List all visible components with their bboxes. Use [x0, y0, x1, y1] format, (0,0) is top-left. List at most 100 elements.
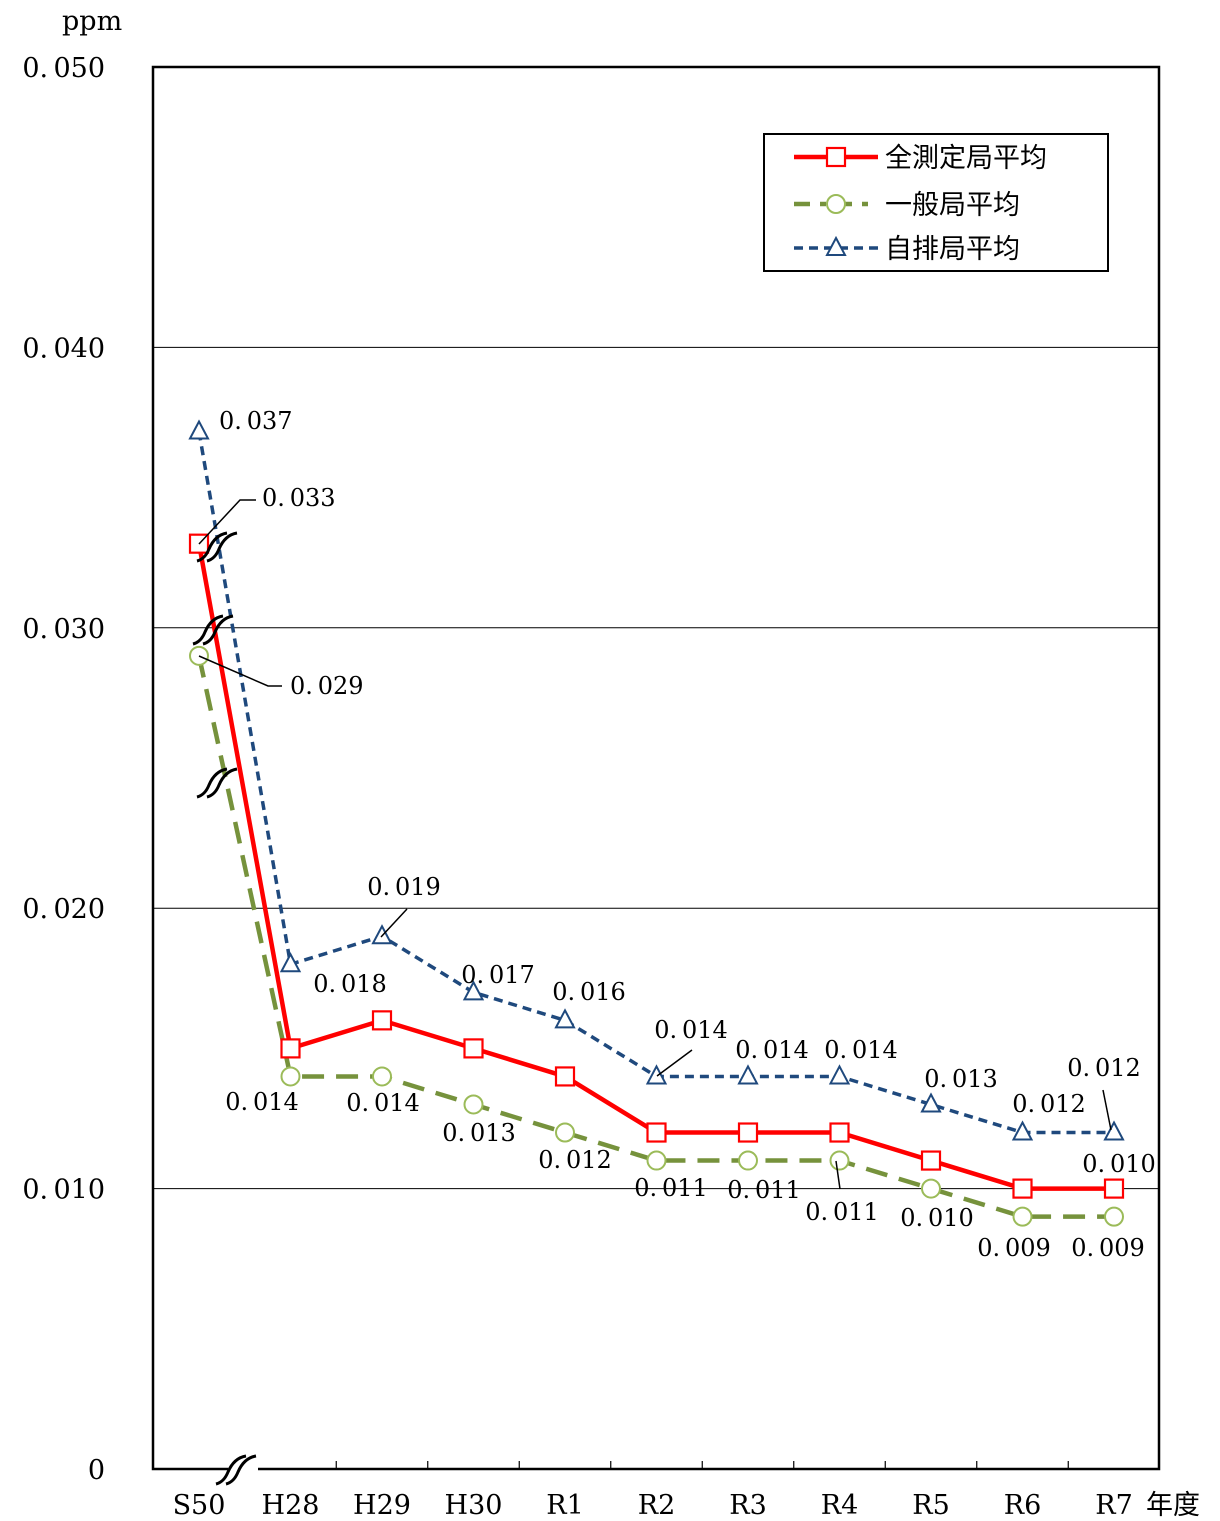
data-point: [188, 419, 210, 440]
data-point: [920, 1150, 942, 1171]
series-line: [196, 655, 1114, 1219]
data-label: 0. 017: [461, 961, 535, 989]
data-point: [737, 1122, 759, 1143]
data-label: 0. 012: [1067, 1054, 1141, 1082]
label-leader-line: [835, 1160, 841, 1190]
x-tick-label: R6: [1004, 1490, 1042, 1521]
data-point: [189, 645, 209, 666]
data-point: [372, 1066, 392, 1087]
x-axis-ticks: S50 H28 H29 H30 R1 R2 R3 R4 R5 R6 R7: [173, 1461, 1133, 1521]
data-point: [1103, 1178, 1125, 1199]
data-point: [737, 1064, 759, 1085]
y-tick-label: 0. 030: [22, 614, 105, 645]
data-point: [646, 1150, 667, 1171]
x-tick-label: R7: [1095, 1490, 1133, 1521]
data-point: [829, 1150, 850, 1171]
legend-marker: [825, 235, 847, 256]
data-label: 0. 009: [1071, 1234, 1145, 1262]
data-label: 0. 012: [538, 1146, 612, 1174]
data-label: 0. 010: [900, 1204, 974, 1232]
data-label: 0. 029: [290, 672, 364, 700]
data-point: [554, 1008, 576, 1029]
data-label: 0. 014: [824, 1036, 898, 1064]
y-tick-label: 0. 040: [22, 333, 105, 364]
y-axis-unit: ppm: [62, 6, 122, 37]
y-tick-label: 0. 020: [22, 894, 105, 925]
label-leader-line: [1102, 1089, 1112, 1131]
x-tick-label: H30: [445, 1490, 503, 1521]
data-label: 0. 014: [654, 1016, 728, 1044]
legend-label: 全測定局平均: [885, 143, 1047, 174]
data-label: 0. 012: [1012, 1090, 1086, 1118]
data-label: 0. 009: [977, 1234, 1051, 1262]
data-label: 0. 014: [225, 1088, 299, 1116]
data-label: 0. 018: [313, 970, 387, 998]
y-tick-label: 0. 050: [22, 53, 105, 84]
data-label: 0. 016: [552, 978, 626, 1006]
data-point: [1012, 1206, 1033, 1227]
x-tick-label: S50: [173, 1490, 226, 1521]
x-tick-label: R4: [821, 1490, 859, 1521]
data-point: [921, 1178, 941, 1199]
data-point: [1011, 1120, 1034, 1141]
data-label: 0. 010: [1082, 1150, 1156, 1178]
data-point: [738, 1150, 758, 1171]
x-tick-label: H29: [353, 1490, 411, 1521]
legend-label: 一般局平均: [885, 190, 1020, 221]
label-leader-line: [656, 1049, 693, 1077]
data-point: [828, 1064, 851, 1085]
data-point: [371, 1010, 393, 1031]
data-point: [463, 1038, 484, 1059]
data-label: 0. 011: [727, 1176, 801, 1204]
axis-break-mark: [225, 1454, 257, 1486]
data-point: [371, 924, 393, 945]
data-label: 0. 013: [442, 1119, 516, 1147]
data-label: 0. 011: [634, 1174, 708, 1202]
data-point: [645, 1064, 668, 1085]
data-label: 0. 033: [262, 484, 336, 512]
x-tick-label: R5: [912, 1490, 950, 1521]
data-label: 0. 014: [735, 1036, 809, 1064]
data-point: [1104, 1206, 1124, 1227]
axis-break-mark: [215, 1454, 247, 1486]
data-label: 0. 013: [924, 1065, 998, 1093]
legend-marker: [825, 146, 847, 168]
x-tick-label: R2: [638, 1490, 676, 1521]
data-label: 0. 011: [805, 1198, 879, 1226]
axis-break-mark: [196, 767, 228, 799]
y-tick-label: 0. 010: [22, 1175, 105, 1206]
data-point: [1103, 1120, 1125, 1141]
legend-marker: [826, 194, 846, 214]
axis-break-mark: [202, 614, 234, 646]
data-point: [920, 1092, 942, 1113]
label-leader-line: [198, 499, 256, 545]
data-point: [554, 1066, 576, 1087]
data-point: [279, 952, 302, 973]
axis-break-mark: [192, 614, 224, 646]
data-point: [280, 1066, 301, 1087]
data-point: [829, 1122, 850, 1143]
y-axis-ticks: 0 0. 010 0. 020 0. 030 0. 040 0. 050: [22, 53, 105, 1486]
data-label: 0. 014: [346, 1089, 420, 1117]
data-point: [1012, 1178, 1033, 1199]
plot-frame: [151, 65, 1161, 1471]
y-tick-label: 0: [88, 1455, 105, 1486]
data-label: 0. 019: [367, 873, 441, 901]
gridlines: [153, 346, 1159, 1190]
axis-break-mark: [196, 531, 228, 563]
x-tick-label: R1: [546, 1490, 584, 1521]
legend-label: 自排局平均: [885, 234, 1020, 265]
axis-break-mark: [206, 767, 238, 799]
label-leader-line: [380, 908, 408, 938]
x-tick-label: R3: [729, 1490, 767, 1521]
label-leader-line: [198, 655, 282, 687]
axis-break-mark: [206, 531, 238, 563]
axis-break-marks: [192, 531, 258, 1486]
series-group: [188, 419, 1125, 1227]
x-tick-label: H28: [262, 1490, 320, 1521]
data-point: [462, 980, 485, 1001]
data-point: [463, 1094, 484, 1115]
